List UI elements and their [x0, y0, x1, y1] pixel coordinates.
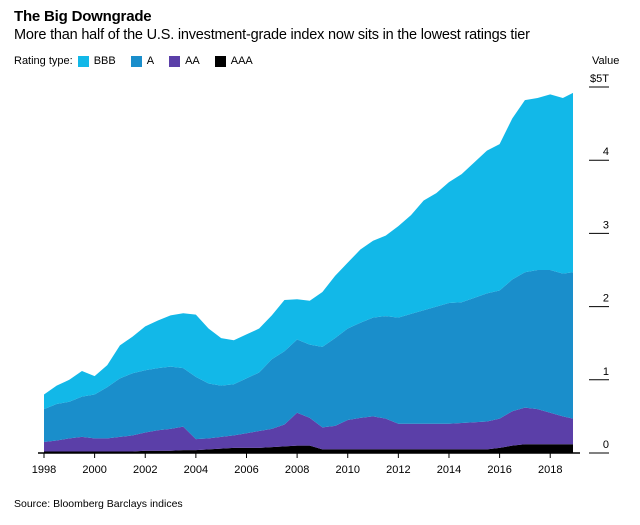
x-tick-label: 1998	[32, 464, 56, 476]
legend-title: Rating type:	[14, 55, 73, 67]
y-tick-label: $5T	[590, 73, 609, 85]
y-tick-label: 2	[603, 293, 609, 305]
x-tick-label: 2000	[82, 464, 106, 476]
y-tick-label: 3	[603, 219, 609, 231]
x-tick-label: 2016	[487, 464, 511, 476]
y-tick-label: 4	[603, 146, 609, 158]
legend-swatch-bbb	[77, 55, 89, 67]
legend-item-aa: AA	[169, 55, 200, 67]
y-axis-label: Value	[592, 55, 620, 67]
x-tick-label: 2002	[133, 464, 157, 476]
y-tick-label: 1	[603, 366, 609, 378]
legend-label-a: A	[146, 55, 155, 67]
x-tick-label: 2010	[335, 464, 359, 476]
legend-label-aa: AA	[185, 55, 200, 67]
series-area-bbb	[44, 92, 573, 410]
chart-subtitle: More than half of the U.S. investment-gr…	[14, 27, 530, 43]
legend-label-aaa: AAA	[230, 55, 253, 67]
series-area-aaa	[44, 444, 573, 453]
x-tick-label: 2012	[386, 464, 410, 476]
x-axis: 1998 2000 2002 2004 2006 2008 2010 2012 2014 2016…	[32, 452, 580, 476]
y-axis: 0 1 2 3 4 $5T	[589, 73, 609, 454]
legend-swatch-aa	[169, 55, 181, 67]
x-tick-label: 2014	[437, 464, 461, 476]
legend: Rating type: BBB A AA AAA	[14, 55, 268, 67]
x-tick-label: 2008	[285, 464, 309, 476]
y-tick-label: 0	[603, 439, 609, 451]
series-area-aa	[44, 407, 573, 452]
legend-item-aaa: AAA	[214, 55, 253, 67]
legend-swatch-aaa	[214, 55, 226, 67]
x-tick-label: 2004	[184, 464, 208, 476]
chart-title: The Big Downgrade	[14, 8, 152, 25]
x-tick-label: 2006	[234, 464, 258, 476]
series-areas	[44, 92, 573, 453]
series-area-a	[44, 270, 573, 443]
source-note: Source: Bloomberg Barclays indices	[14, 498, 183, 510]
legend-swatch-a	[130, 55, 142, 67]
x-tick-label: 2018	[538, 464, 562, 476]
legend-item-bbb: BBB	[77, 55, 116, 67]
legend-label-bbb: BBB	[93, 55, 116, 67]
legend-item-a: A	[130, 55, 155, 67]
